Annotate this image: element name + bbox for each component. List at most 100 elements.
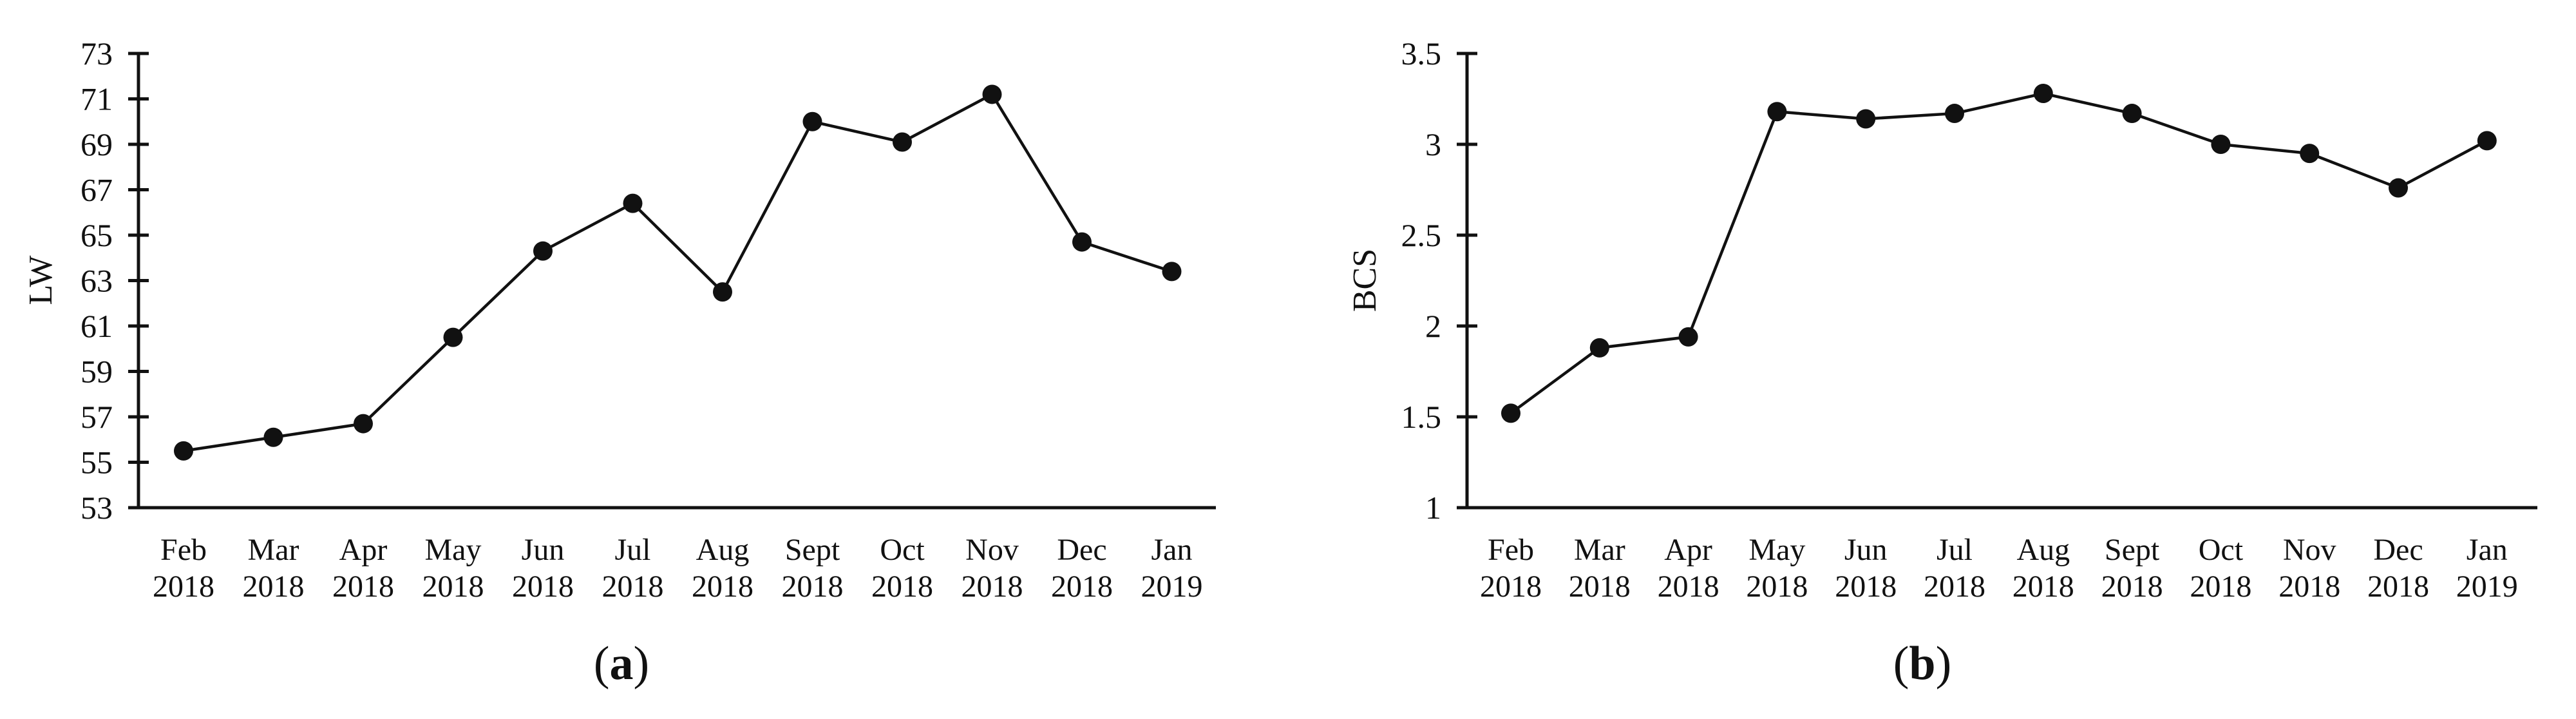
data-point [2389, 178, 2408, 198]
x-tick-label-year: 2018 [602, 570, 664, 604]
y-tick-label: 2 [1425, 308, 1441, 344]
y-tick-label: 73 [80, 35, 113, 72]
x-tick-label-year: 2018 [1658, 570, 1719, 604]
y-tick-label: 1.5 [1401, 399, 1442, 435]
x-tick-label-year: 2018 [512, 570, 574, 604]
x-tick-label-year: 2018 [243, 570, 305, 604]
x-tick-label-year: 2018 [1924, 570, 1985, 604]
y-tick-label: 67 [80, 172, 113, 208]
x-tick-label-year: 2018 [2367, 570, 2429, 604]
x-tick-label-month: May [1748, 533, 1805, 567]
y-axis-title: LW [23, 256, 59, 305]
panel-label-b-open: ( [1893, 637, 1909, 690]
data-point [2300, 144, 2320, 164]
chart-panel-b: 3.532.521.51Feb2018Mar2018Apr2018May2018… [1347, 35, 2537, 604]
data-point [713, 282, 732, 302]
x-tick-label-year: 2018 [153, 570, 214, 604]
y-tick-label: 3.5 [1401, 35, 1442, 72]
x-tick-label-year: 2019 [2456, 570, 2518, 604]
x-tick-label-year: 2018 [1835, 570, 1897, 604]
data-point [802, 111, 822, 131]
data-point [1856, 109, 1876, 129]
data-point [1072, 232, 1092, 252]
x-tick-label-month: Jun [1844, 533, 1888, 567]
x-tick-label-year: 2018 [2101, 570, 2163, 604]
panel-label-a-letter: a [609, 637, 634, 690]
y-tick-label: 63 [80, 263, 113, 299]
x-tick-label-month: Feb [1488, 533, 1534, 567]
y-tick-label: 53 [80, 490, 113, 526]
x-tick-label-month: Nov [2283, 533, 2336, 567]
chart-panel-a: 7371696765636159575553Feb2018Mar2018Apr2… [23, 35, 1216, 604]
x-tick-label-year: 2018 [2190, 570, 2251, 604]
data-point [1501, 403, 1520, 423]
panel-label-a-open: ( [593, 637, 610, 690]
y-tick-label: 61 [80, 308, 113, 344]
x-tick-label-month: Sept [785, 533, 840, 567]
x-tick-label-year: 2018 [782, 570, 844, 604]
data-point [623, 193, 643, 213]
y-tick-label: 71 [80, 81, 113, 117]
x-tick-label-year: 2018 [2012, 570, 2074, 604]
x-tick-label-month: Jun [522, 533, 565, 567]
y-tick-label: 1 [1425, 490, 1441, 526]
data-point [1589, 338, 1609, 358]
data-point [1767, 102, 1787, 122]
panel-label-a-close: ) [633, 637, 650, 690]
panel-label-b-letter: b [1909, 637, 1936, 690]
data-point [2122, 104, 2142, 124]
x-tick-label-year: 2018 [692, 570, 753, 604]
x-tick-label-month: Apr [339, 533, 388, 567]
x-tick-label-year: 2018 [961, 570, 1023, 604]
x-tick-label-month: Mar [248, 533, 299, 567]
x-tick-label-month: Dec [2373, 533, 2423, 567]
data-point [1945, 104, 1964, 124]
x-tick-label-month: Feb [160, 533, 207, 567]
x-tick-label-year: 2018 [871, 570, 933, 604]
panel-label-b-close: ) [1935, 637, 1952, 690]
x-tick-label-month: Nov [965, 533, 1019, 567]
x-tick-label-year: 2018 [1051, 570, 1113, 604]
y-axis-title: BCS [1347, 249, 1383, 312]
data-point [174, 441, 193, 461]
x-tick-label-month: Apr [1664, 533, 1712, 567]
data-point [2211, 135, 2231, 154]
y-tick-label: 65 [80, 217, 113, 253]
data-line [1510, 91, 2488, 415]
x-tick-label-month: Jul [1937, 533, 1973, 567]
y-tick-label: 59 [80, 354, 113, 390]
x-tick-label-year: 2018 [1746, 570, 1808, 604]
x-tick-label-year: 2018 [1569, 570, 1631, 604]
x-tick-label-month: May [425, 533, 482, 567]
y-tick-label: 3 [1425, 126, 1441, 162]
x-tick-label-month: Jul [614, 533, 650, 567]
x-tick-label-month: Oct [880, 533, 925, 567]
data-point [533, 241, 553, 261]
data-point [354, 414, 373, 434]
y-tick-label: 55 [80, 445, 113, 481]
data-point [1678, 327, 1698, 347]
data-point [893, 132, 912, 152]
data-point [982, 84, 1002, 104]
data-point [1162, 262, 1182, 282]
data-point [2033, 84, 2053, 104]
x-tick-label-year: 2018 [2278, 570, 2340, 604]
x-tick-label-month: Sept [2105, 533, 2160, 567]
x-tick-label-year: 2018 [422, 570, 484, 604]
data-line [183, 92, 1173, 453]
x-tick-label-year: 2018 [1480, 570, 1542, 604]
y-tick-label: 2.5 [1401, 217, 1442, 253]
x-tick-label-month: Mar [1574, 533, 1625, 567]
data-point [443, 327, 463, 347]
x-tick-label-month: Oct [2199, 533, 2244, 567]
y-tick-label: 57 [80, 399, 113, 435]
x-tick-label-month: Jan [1151, 533, 1193, 567]
x-tick-label-month: Dec [1057, 533, 1106, 567]
x-tick-label-month: Jan [2467, 533, 2508, 567]
x-tick-label-month: Aug [696, 533, 750, 567]
x-tick-label-year: 2018 [332, 570, 394, 604]
x-tick-label-month: Aug [2016, 533, 2070, 567]
data-point [2477, 131, 2497, 151]
y-tick-label: 69 [80, 126, 113, 162]
